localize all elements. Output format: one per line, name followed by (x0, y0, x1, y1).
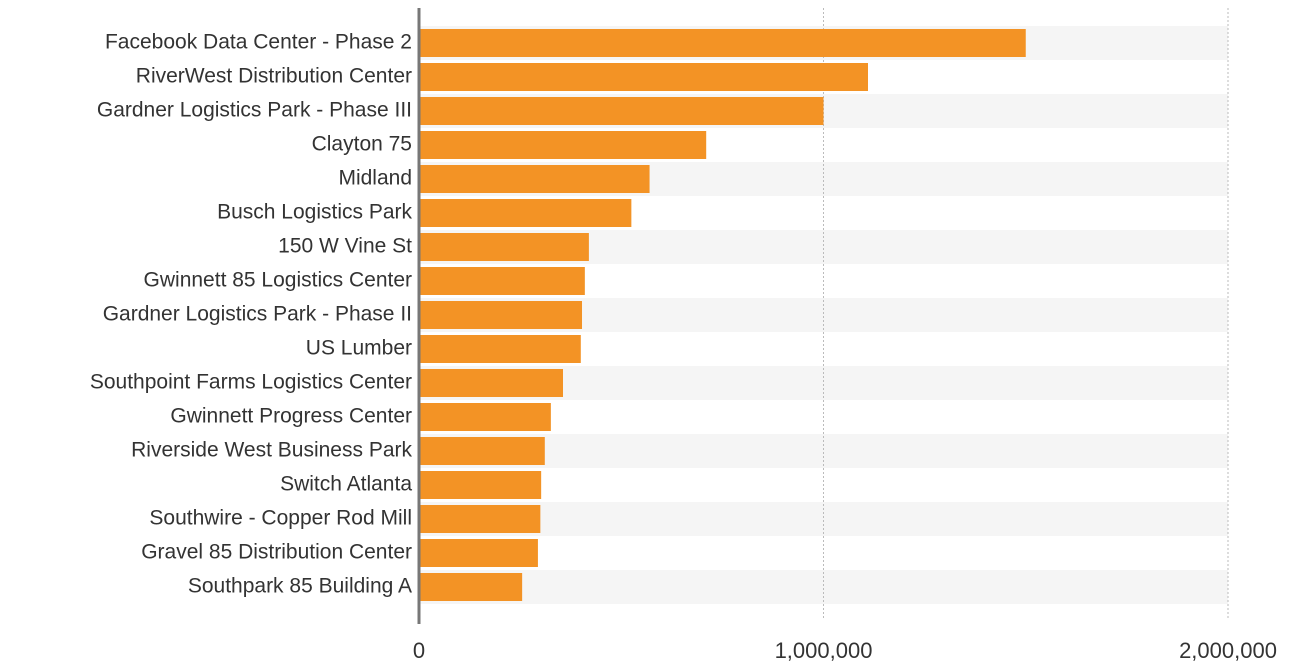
row-band (419, 570, 1228, 604)
bar (419, 335, 581, 363)
y-tick-label: Southwire - Copper Rod Mill (149, 507, 412, 530)
y-tick-label: Midland (338, 167, 412, 190)
y-tick-label: Switch Atlanta (280, 473, 412, 496)
y-tick-label: Southpoint Farms Logistics Center (90, 371, 412, 394)
y-tick-label: Gwinnett Progress Center (170, 405, 412, 428)
bar (419, 539, 538, 567)
y-tick-label: Gravel 85 Distribution Center (141, 541, 412, 564)
row-band (419, 502, 1228, 536)
y-tick-label: US Lumber (306, 337, 412, 360)
bar (419, 437, 545, 465)
bar (419, 97, 824, 125)
bar (419, 63, 868, 91)
y-tick-label: Gardner Logistics Park - Phase II (103, 303, 412, 326)
y-tick-label: Riverside West Business Park (131, 439, 412, 462)
y-tick-label: Clayton 75 (312, 133, 412, 156)
row-band (419, 434, 1228, 468)
bar (419, 471, 542, 499)
y-tick-label: Southpark 85 Building A (188, 575, 412, 598)
bar (419, 233, 589, 261)
y-tick-label: Busch Logistics Park (217, 201, 412, 224)
bar (419, 165, 650, 193)
bar (419, 29, 1026, 57)
bar (419, 403, 551, 431)
bar (419, 301, 583, 329)
bar (419, 573, 523, 601)
bar (419, 267, 585, 295)
x-tick-label: 1,000,000 (775, 638, 873, 663)
y-tick-label: Gwinnett 85 Logistics Center (144, 269, 412, 292)
x-tick-label: 2,000,000 (1179, 638, 1277, 663)
bar (419, 505, 541, 533)
bar (419, 369, 564, 397)
y-tick-label: 150 W Vine St (278, 235, 412, 258)
x-tick-label: 0 (413, 638, 425, 663)
y-tick-label: RiverWest Distribution Center (136, 65, 412, 88)
y-tick-label: Gardner Logistics Park - Phase III (97, 99, 412, 122)
bar (419, 199, 632, 227)
bar (419, 131, 707, 159)
y-tick-label: Facebook Data Center - Phase 2 (105, 31, 412, 54)
